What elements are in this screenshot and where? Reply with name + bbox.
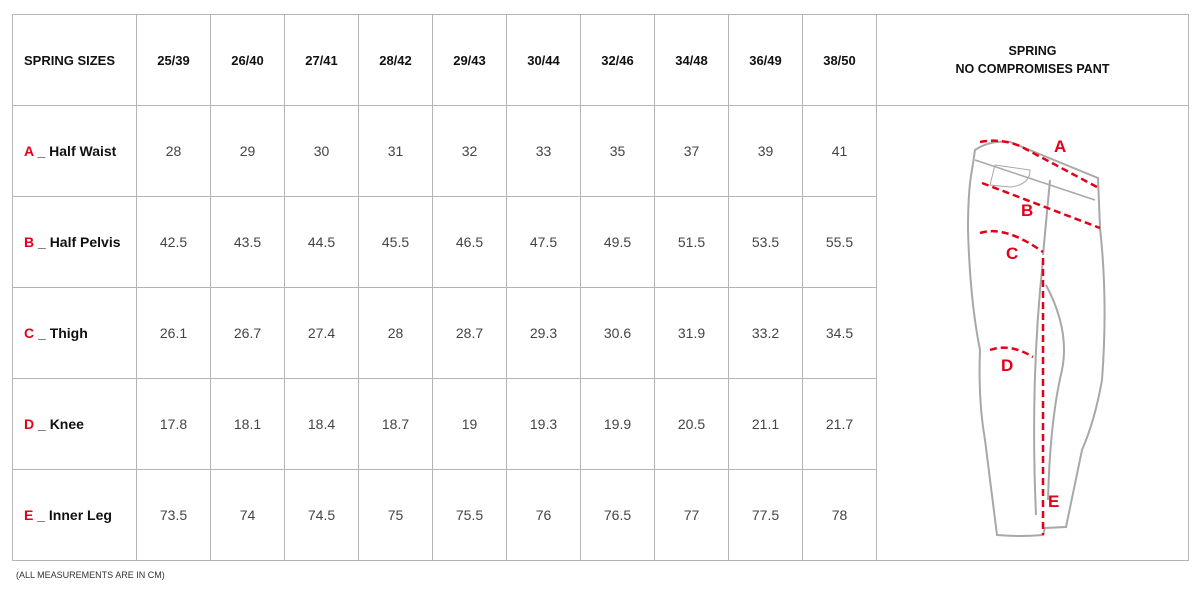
measure-value: 75.5 [432, 469, 507, 561]
measure-value: 19 [432, 378, 507, 470]
measure-name: _ Half Waist [37, 143, 117, 159]
measure-name: _ Knee [38, 416, 84, 432]
diagram-title: SPRING NO COMPROMISES PANT [876, 14, 1189, 106]
measure-value: 28.7 [432, 287, 507, 379]
measure-value: 19.3 [506, 378, 581, 470]
measure-value: 26.1 [136, 287, 211, 379]
size-header: 38/50 [802, 14, 877, 106]
measure-value: 33 [506, 105, 581, 197]
measure-lines [979, 139, 1101, 535]
footnote: (ALL MEASUREMENTS ARE IN CM) [16, 570, 165, 580]
measure-value: 55.5 [802, 196, 877, 288]
measure-value: 76 [506, 469, 581, 561]
size-header: 32/46 [580, 14, 655, 106]
measure-value: 17.8 [136, 378, 211, 470]
diagram-label-a: A [1054, 137, 1066, 156]
measure-name: _ Inner Leg [37, 507, 112, 523]
table-row: A _ Half Waist 28 29 30 31 32 33 35 37 39 41 [12, 105, 1189, 561]
measure-value: 20.5 [654, 378, 729, 470]
measure-value: 77 [654, 469, 729, 561]
measure-value: 47.5 [506, 196, 581, 288]
header-row: SPRING SIZES 25/39 26/40 27/41 28/42 29/… [12, 14, 1189, 106]
measure-name: _ Half Pelvis [38, 234, 121, 250]
measure-line-c [979, 229, 1044, 254]
measure-value: 28 [136, 105, 211, 197]
measure-label: B _ Half Pelvis [12, 196, 137, 288]
measure-value: 39 [728, 105, 803, 197]
measure-value: 21.7 [802, 378, 877, 470]
measure-value: 73.5 [136, 469, 211, 561]
measure-value: 34.5 [802, 287, 877, 379]
measure-letter: E [24, 507, 34, 523]
diagram-title-line2: NO COMPROMISES PANT [955, 62, 1110, 76]
measure-value: 27.4 [284, 287, 359, 379]
measure-value: 51.5 [654, 196, 729, 288]
size-header: 36/49 [728, 14, 803, 106]
measure-value: 77.5 [728, 469, 803, 561]
diagram-cell [876, 105, 1189, 561]
size-header: 30/44 [506, 14, 581, 106]
measure-value: 30 [284, 105, 359, 197]
diagram-label-e: E [1048, 492, 1059, 511]
size-chart-table: SPRING SIZES 25/39 26/40 27/41 28/42 29/… [12, 14, 1189, 561]
measure-value: 29 [210, 105, 285, 197]
size-header: 25/39 [136, 14, 211, 106]
measure-value: 28 [358, 287, 433, 379]
pant-outline [966, 140, 1106, 537]
diagram-label-c: C [1006, 244, 1018, 263]
table-row: E _ Inner Leg 73.5 74 74.5 75 75.5 76 76.5 77 77.… [12, 469, 1189, 561]
size-header: 27/41 [284, 14, 359, 106]
measure-value: 76.5 [580, 469, 655, 561]
diagram-label-d: D [1001, 356, 1013, 375]
measure-value: 43.5 [210, 196, 285, 288]
measure-value: 35 [580, 105, 655, 197]
measure-value: 33.2 [728, 287, 803, 379]
measure-label: E _ Inner Leg [12, 469, 137, 561]
measure-line-a [979, 139, 1098, 189]
measure-value: 74.5 [284, 469, 359, 561]
sizes-header: SPRING SIZES [12, 14, 137, 106]
measure-value: 31 [358, 105, 433, 197]
table-row: B _ Half Pelvis 42.5 43.5 44.5 45.5 46.5 47.5 4… [12, 196, 1189, 288]
measure-letter: D [24, 416, 35, 432]
measure-letter: C [24, 325, 35, 341]
measure-value: 78 [802, 469, 877, 561]
measure-line-b [981, 181, 1101, 230]
table-row: D _ Knee 17.8 18.1 18.4 18.7 19 19.3 19.9 20.5 21… [12, 378, 1189, 470]
measure-letter: A [24, 143, 34, 159]
diagram-title-line1: SPRING [1008, 44, 1057, 58]
measure-name: _ Thigh [38, 325, 88, 341]
measure-label: C _ Thigh [12, 287, 137, 379]
table-row: C _ Thigh 26.1 26.7 27.4 28 28.7 29.3 30.6 31.9 3… [12, 287, 1189, 379]
measure-line-d [989, 346, 1034, 359]
measure-value: 75 [358, 469, 433, 561]
measure-value: 18.7 [358, 378, 433, 470]
size-header: 34/48 [654, 14, 729, 106]
measure-value: 19.9 [580, 378, 655, 470]
measure-letter: B [24, 234, 35, 250]
diagram-label-b: B [1021, 201, 1033, 220]
